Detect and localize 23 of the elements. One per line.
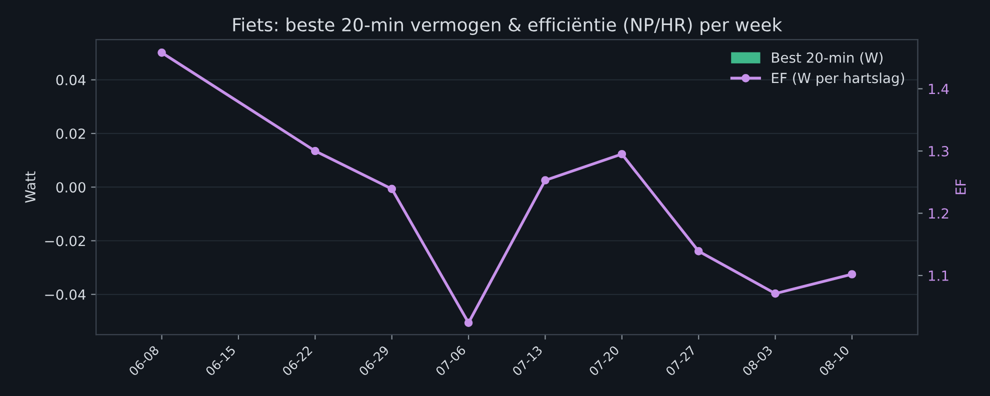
legend-label: Best 20-min (W) (772, 52, 883, 64)
y-tick-label: −0.04 (45, 289, 86, 300)
y-axis-title: Watt (25, 171, 36, 203)
y2-tick-label: 1.1 (928, 270, 948, 281)
point (541, 176, 550, 184)
point (388, 184, 396, 194)
y2-axis-title: EF (956, 180, 966, 194)
point (618, 150, 626, 158)
y-tick-label: 0.00 (56, 182, 86, 193)
y-tick-label: −0.02 (45, 236, 85, 246)
y-tick-label: 0.02 (56, 128, 85, 139)
point (771, 289, 780, 298)
point (694, 247, 703, 256)
y-tick-label: 0.04 (56, 74, 86, 86)
point (158, 48, 166, 57)
chart-title: Fiets: beste 20-min vermogen & efficiëntie (NP/HR) per week (233, 18, 782, 36)
y2-tick-label: 1.3 (928, 146, 948, 156)
legend-label: EF (W per hartslag) (772, 72, 904, 86)
y2-tick-label: 1.2 (928, 208, 948, 219)
y2-tick-label: 1.4 (928, 84, 949, 94)
point (464, 318, 473, 327)
point (310, 146, 320, 156)
point (848, 270, 856, 278)
